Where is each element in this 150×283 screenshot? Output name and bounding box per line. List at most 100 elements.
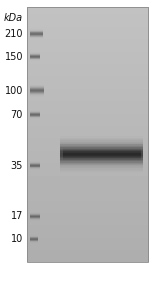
Bar <box>60 168 143 170</box>
Bar <box>30 216 40 217</box>
Bar <box>60 151 143 153</box>
Bar <box>30 116 40 117</box>
Text: 17: 17 <box>11 211 23 222</box>
Bar <box>30 52 40 53</box>
Bar <box>60 157 143 159</box>
Bar <box>63 153 141 154</box>
Bar <box>30 60 40 61</box>
Bar <box>60 162 143 163</box>
Bar <box>30 30 43 31</box>
Bar <box>30 87 44 88</box>
Bar <box>30 32 43 33</box>
Bar <box>30 91 44 92</box>
Bar <box>30 35 43 36</box>
Bar <box>30 212 40 213</box>
Bar <box>60 145 143 146</box>
Bar <box>30 94 44 95</box>
Bar <box>60 167 143 168</box>
Bar <box>30 95 44 96</box>
Bar <box>30 37 43 38</box>
Text: 35: 35 <box>11 160 23 171</box>
Bar <box>60 156 143 157</box>
Bar <box>30 88 44 89</box>
Bar <box>60 161 143 162</box>
Bar <box>30 54 40 55</box>
Bar <box>60 165 143 166</box>
Bar <box>30 111 40 112</box>
Bar <box>30 38 43 39</box>
Bar <box>60 163 143 164</box>
Bar <box>60 154 143 156</box>
Bar <box>60 149 143 150</box>
Bar <box>30 90 44 91</box>
Bar <box>30 92 44 93</box>
Bar <box>60 139 143 140</box>
Bar <box>60 166 143 168</box>
Bar <box>30 110 40 111</box>
Bar <box>30 29 43 30</box>
Bar <box>30 217 40 218</box>
Bar <box>30 115 40 116</box>
Bar <box>63 150 141 151</box>
Bar <box>63 157 141 158</box>
Bar <box>30 34 43 35</box>
Bar <box>30 33 43 34</box>
Bar <box>60 138 143 139</box>
Bar <box>30 237 38 238</box>
Bar <box>30 86 44 87</box>
Bar <box>63 148 141 149</box>
Bar <box>63 160 141 161</box>
Bar <box>30 89 44 90</box>
Bar <box>63 161 141 162</box>
Bar <box>63 151 141 152</box>
Bar <box>60 140 143 142</box>
Bar <box>60 150 143 151</box>
Bar <box>60 160 143 162</box>
Bar <box>30 219 40 220</box>
Bar <box>30 166 40 167</box>
Bar <box>60 142 143 143</box>
Bar <box>60 168 143 170</box>
Bar <box>30 31 43 32</box>
Bar <box>30 112 40 113</box>
Bar <box>30 238 38 239</box>
Text: 100: 100 <box>5 85 23 96</box>
Bar <box>30 213 40 214</box>
Bar <box>60 143 143 144</box>
Bar <box>60 136 143 138</box>
Bar <box>60 148 143 150</box>
Bar <box>60 137 143 139</box>
Bar <box>30 220 40 221</box>
Bar <box>60 164 143 165</box>
Bar <box>30 57 40 58</box>
Bar <box>30 165 40 166</box>
Bar <box>30 96 44 97</box>
Bar <box>60 156 143 157</box>
Bar <box>60 139 143 140</box>
Bar <box>60 158 143 160</box>
Bar <box>30 114 40 115</box>
Bar <box>60 153 143 154</box>
Bar <box>63 158 141 159</box>
Bar <box>60 150 143 151</box>
Bar <box>60 171 143 173</box>
Bar <box>30 85 44 86</box>
Bar <box>30 164 40 165</box>
Bar <box>30 161 40 162</box>
Bar <box>60 170 143 171</box>
Bar <box>60 170 143 171</box>
Bar <box>63 149 141 150</box>
Bar <box>63 156 141 157</box>
Bar <box>60 154 143 156</box>
Bar <box>60 147 143 148</box>
Bar <box>63 159 141 160</box>
Bar <box>30 162 40 163</box>
Bar <box>30 55 40 56</box>
Bar <box>60 164 143 165</box>
Bar <box>60 151 143 153</box>
Bar <box>63 155 141 156</box>
Bar <box>30 93 44 94</box>
Bar <box>30 214 40 215</box>
Bar <box>30 236 38 237</box>
Bar <box>60 146 143 147</box>
